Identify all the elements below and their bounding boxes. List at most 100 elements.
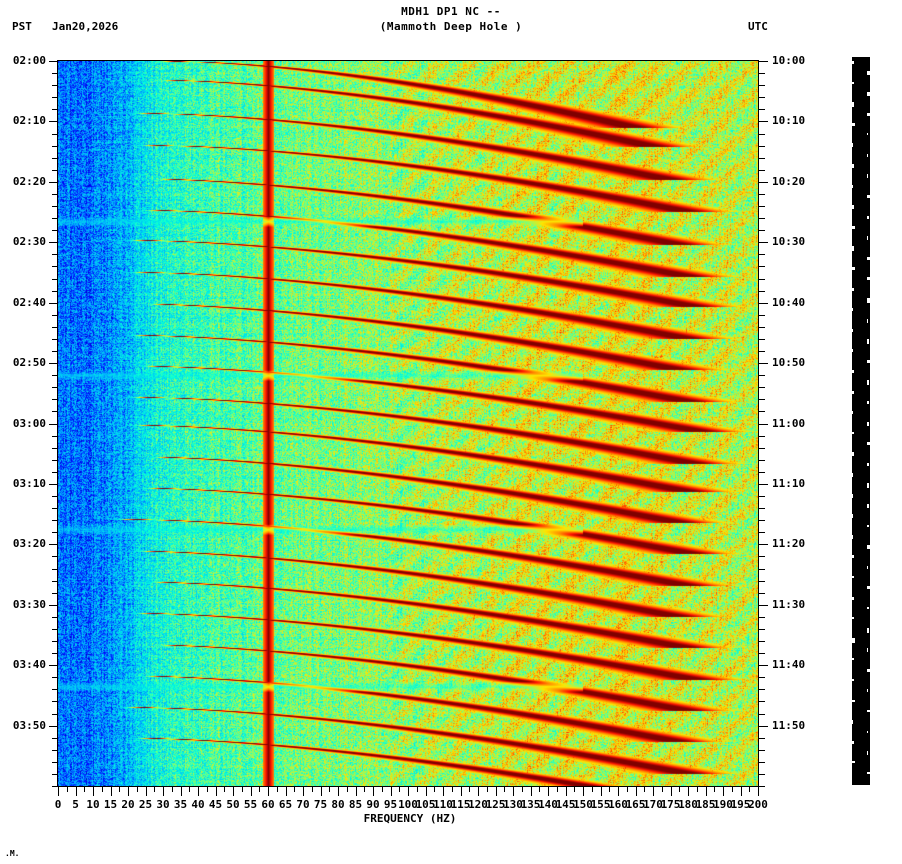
- x-tick-major-175: [670, 787, 672, 796]
- y-tick-label-right-7: 11:10: [772, 476, 806, 490]
- y-tick-minor-right-7-2: [759, 508, 765, 510]
- timezone-label-right: UTC: [748, 20, 768, 33]
- amplitude-scale-notch-23: [867, 297, 870, 303]
- x-tick-label-30: 30: [156, 798, 170, 811]
- x-tick-label-60: 60: [261, 798, 275, 811]
- y-tick-label-left-7: 03:10: [12, 476, 46, 490]
- y-tick-major-right-2: [759, 181, 768, 183]
- amplitude-scale-notch-56: [852, 637, 855, 643]
- y-tick-minor-right-0-1: [759, 73, 765, 75]
- x-tick-label-140: 140: [538, 798, 558, 811]
- x-tick-major-180: [688, 787, 689, 796]
- x-tick-minor-122.5: [486, 787, 488, 792]
- x-tick-label-55: 55: [243, 798, 258, 811]
- amplitude-scale-notch-11: [867, 174, 868, 179]
- x-tick-minor-57.5: [259, 787, 261, 792]
- x-tick-major-145: [565, 787, 567, 796]
- x-tick-major-185: [705, 787, 707, 796]
- amplitude-scale-notch-69: [867, 771, 870, 774]
- amplitude-scale-notch-1: [867, 71, 870, 76]
- x-tick-label-150: 150: [573, 798, 593, 811]
- y-tick-minor-right-2-1: [759, 193, 765, 195]
- amplitude-scale-notch-28: [852, 349, 853, 353]
- y-tick-major-right-3: [759, 242, 768, 244]
- x-tick-label-125: 125: [485, 798, 506, 811]
- x-tick-minor-62.5: [276, 787, 278, 792]
- amplitude-scale-notch-44: [852, 514, 853, 519]
- x-tick-label-165: 165: [625, 798, 646, 811]
- x-tick-minor-172.5: [661, 787, 663, 792]
- y-tick-minor-right-tail-3: [759, 761, 765, 763]
- y-tick-minor-right-9-4: [759, 653, 765, 655]
- amplitude-scale-notch-68: [852, 761, 855, 764]
- amplitude-scale-notch-14: [852, 205, 854, 210]
- y-tick-minor-right-10-4: [759, 713, 765, 715]
- y-tick-minor-right-7-3: [759, 520, 765, 522]
- x-tick-label-50: 50: [226, 798, 240, 811]
- plot-frame-border: [57, 60, 759, 787]
- x-tick-minor-127.5: [504, 787, 506, 792]
- x-tick-major-60: [268, 787, 269, 796]
- x-tick-minor-97.5: [399, 787, 401, 792]
- amplitude-scale-notch-20: [852, 267, 855, 270]
- x-tick-label-85: 85: [348, 798, 363, 811]
- y-tick-label-left-5: 02:50: [12, 356, 46, 370]
- x-tick-minor-157.5: [609, 787, 611, 792]
- y-tick-minor-right-11-1: [759, 737, 765, 739]
- x-tick-label-155: 155: [590, 798, 611, 811]
- x-tick-label-195: 195: [730, 798, 751, 811]
- y-tick-minor-right-11-3: [759, 761, 765, 763]
- y-tick-minor-right-tail-4: [759, 773, 765, 775]
- amplitude-scale-notch-3: [867, 91, 870, 96]
- x-axis-title: FREQUENCY (HZ): [363, 812, 457, 825]
- page-title: MDH1 DP1 NC --: [401, 5, 501, 18]
- y-tick-minor-right-8-3: [759, 580, 765, 582]
- y-tick-label-right-6: 11:00: [772, 416, 806, 430]
- x-tick-major-200: [758, 787, 759, 796]
- x-tick-major-95: [390, 787, 392, 796]
- x-tick-major-135: [530, 787, 532, 796]
- y-tick-minor-right-8-2: [759, 568, 765, 570]
- x-tick-minor-102.5: [416, 787, 418, 792]
- y-tick-label-left-6: 03:00: [12, 416, 46, 430]
- amplitude-scale-notch-46: [852, 534, 853, 539]
- amplitude-scale-notch-66: [852, 740, 854, 744]
- x-tick-major-150: [583, 787, 584, 796]
- y-tick-minor-right-10-1: [759, 677, 765, 679]
- x-tick-major-15: [110, 787, 112, 796]
- x-tick-minor-32.5: [171, 787, 173, 792]
- y-tick-minor-right-5-3: [759, 399, 765, 401]
- x-tick-minor-42.5: [206, 787, 208, 792]
- y-tick-major-right-0: [759, 61, 768, 62]
- y-tick-minor-right-1-3: [759, 157, 765, 159]
- y-tick-minor-right-3-1: [759, 254, 765, 256]
- x-tick-major-40: [198, 787, 199, 796]
- y-tick-label-right-2: 10:20: [772, 174, 806, 188]
- x-tick-major-25: [145, 787, 147, 796]
- y-tick-minor-right-6-4: [759, 471, 765, 473]
- amplitude-scale-notch-43: [867, 503, 869, 508]
- x-tick-label-35: 35: [173, 798, 188, 811]
- amplitude-scale-notch-15: [867, 215, 869, 219]
- x-tick-minor-22.5: [136, 787, 138, 792]
- x-tick-label-160: 160: [608, 798, 628, 811]
- amplitude-scale-notch-41: [867, 483, 869, 489]
- x-tick-minor-27.5: [154, 787, 156, 792]
- y-tick-minor-right-1-1: [759, 133, 765, 135]
- x-tick-major-125: [495, 787, 497, 796]
- x-tick-minor-87.5: [364, 787, 366, 792]
- y-tick-minor-right-5-1: [759, 375, 765, 377]
- x-tick-major-100: [408, 787, 409, 796]
- x-tick-major-30: [163, 787, 164, 796]
- x-tick-label-80: 80: [331, 798, 345, 811]
- amplitude-scale-notch-53: [867, 606, 869, 609]
- amplitude-scale-notch-7: [867, 133, 868, 136]
- x-tick-label-10: 10: [86, 798, 100, 811]
- y-tick-minor-right-11-2: [759, 749, 765, 751]
- x-tick-label-0: 0: [54, 798, 62, 811]
- x-tick-major-165: [635, 787, 637, 796]
- amplitude-scale-notch-19: [867, 256, 870, 260]
- x-tick-minor-147.5: [574, 787, 576, 792]
- y-tick-label-right-8: 11:20: [772, 537, 806, 551]
- y-tick-minor-right-10-2: [759, 689, 765, 691]
